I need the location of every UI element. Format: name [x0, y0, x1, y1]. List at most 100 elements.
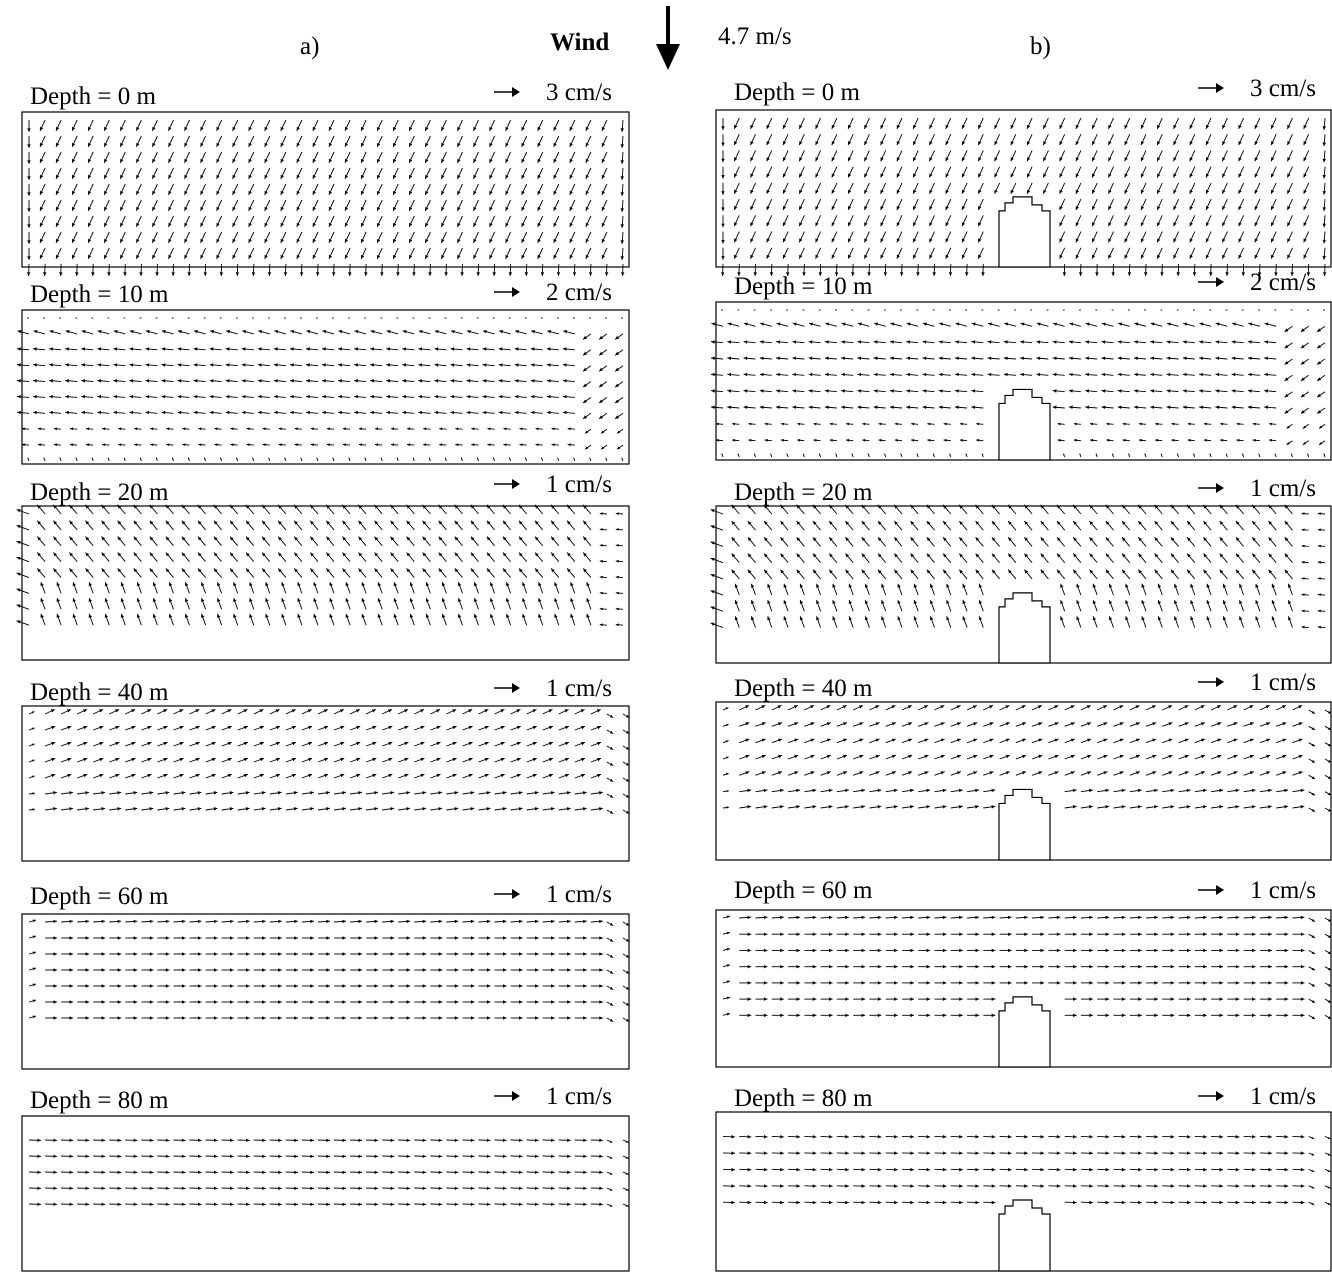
- current-vector: [558, 773, 570, 779]
- current-vector: [470, 536, 479, 547]
- current-vector: [885, 722, 897, 727]
- current-vector: [1227, 1184, 1240, 1188]
- current-vector: [1324, 982, 1332, 987]
- current-vector: [1015, 771, 1027, 776]
- current-vector: [40, 582, 46, 594]
- current-vector: [173, 936, 186, 940]
- current-vector: [157, 919, 170, 924]
- current-vector: [1205, 247, 1212, 259]
- current-vector: [440, 119, 447, 132]
- current-vector: [1292, 964, 1305, 969]
- current-vector: [733, 231, 740, 243]
- current-vector: [977, 182, 984, 194]
- current-vector: [197, 520, 206, 531]
- current-vector: [460, 317, 463, 319]
- current-vector: [285, 984, 298, 988]
- current-vector: [1211, 1184, 1224, 1188]
- current-vector: [542, 919, 555, 924]
- current-vector: [1145, 738, 1157, 744]
- current-vector: [398, 725, 409, 731]
- current-vector: [350, 984, 363, 988]
- current-vector: [328, 167, 335, 180]
- current-vector: [1259, 981, 1272, 985]
- current-vector: [901, 1135, 915, 1139]
- current-vector: [157, 968, 170, 972]
- current-vector: [430, 1186, 443, 1190]
- current-vector: [987, 356, 1000, 360]
- current-vector: [1072, 537, 1082, 547]
- current-vector: [430, 936, 443, 940]
- current-vector: [56, 582, 62, 594]
- current-vector: [253, 807, 266, 811]
- current-vector: [537, 247, 544, 260]
- current-vector: [425, 613, 431, 626]
- current-vector: [1068, 389, 1081, 393]
- current-vector: [1091, 247, 1098, 259]
- current-vector: [119, 247, 126, 260]
- current-vector: [28, 999, 37, 1003]
- current-vector: [1072, 553, 1082, 563]
- current-vector: [149, 536, 158, 547]
- current-vector: [804, 754, 815, 760]
- current-vector: [966, 771, 978, 776]
- current-vector: [232, 247, 239, 260]
- current-vector: [125, 919, 138, 924]
- current-vector: [104, 597, 110, 610]
- current-vector: [733, 150, 740, 162]
- current-vector: [296, 247, 303, 260]
- current-vector: [813, 422, 821, 426]
- current-vector: [601, 151, 608, 164]
- current-vector: [1097, 754, 1108, 760]
- current-vector: [61, 1170, 74, 1174]
- current-vector: [950, 722, 962, 727]
- current-vector: [869, 1135, 882, 1139]
- current-vector: [586, 597, 592, 610]
- current-vector: [1052, 389, 1065, 393]
- current-vector: [1105, 569, 1114, 580]
- current-vector: [141, 773, 152, 779]
- current-vector: [478, 968, 491, 972]
- current-vector: [193, 379, 206, 383]
- current-vector: [606, 1017, 614, 1022]
- current-vector: [285, 952, 298, 956]
- current-vector: [910, 520, 919, 531]
- current-vector: [487, 427, 495, 431]
- current-vector: [1097, 948, 1110, 953]
- current-vector: [193, 347, 206, 351]
- current-vector: [1292, 805, 1305, 809]
- current-vector: [1221, 150, 1228, 162]
- current-vector: [87, 215, 94, 228]
- current-vector: [971, 340, 984, 344]
- current-vector: [472, 183, 479, 196]
- current-vector: [1302, 423, 1309, 429]
- current-vector: [1211, 805, 1224, 809]
- current-vector: [999, 932, 1012, 936]
- current-vector: [269, 773, 281, 779]
- current-vector: [205, 1154, 218, 1158]
- current-vector: [1276, 805, 1289, 809]
- current-vector: [75, 317, 78, 319]
- current-vector: [366, 791, 379, 795]
- current-vector: [766, 247, 773, 259]
- current-vector: [542, 1170, 555, 1174]
- current-vector: [1243, 771, 1254, 776]
- current-vector: [1276, 1151, 1289, 1155]
- current-vector: [189, 1016, 202, 1020]
- current-vector: [300, 457, 303, 462]
- current-vector: [834, 263, 839, 277]
- current-vector: [590, 919, 603, 924]
- current-vector: [1129, 1151, 1142, 1155]
- current-vector: [1203, 569, 1212, 580]
- current-vector: [125, 1170, 138, 1174]
- current-vector: [161, 410, 174, 415]
- current-vector: [590, 791, 603, 795]
- current-vector: [117, 520, 126, 531]
- current-vector: [16, 588, 30, 594]
- current-vector: [402, 347, 415, 351]
- current-vector: [157, 773, 168, 779]
- current-vector: [69, 443, 78, 447]
- current-vector: [526, 1016, 539, 1020]
- current-vector: [505, 183, 512, 196]
- current-vector: [125, 741, 136, 747]
